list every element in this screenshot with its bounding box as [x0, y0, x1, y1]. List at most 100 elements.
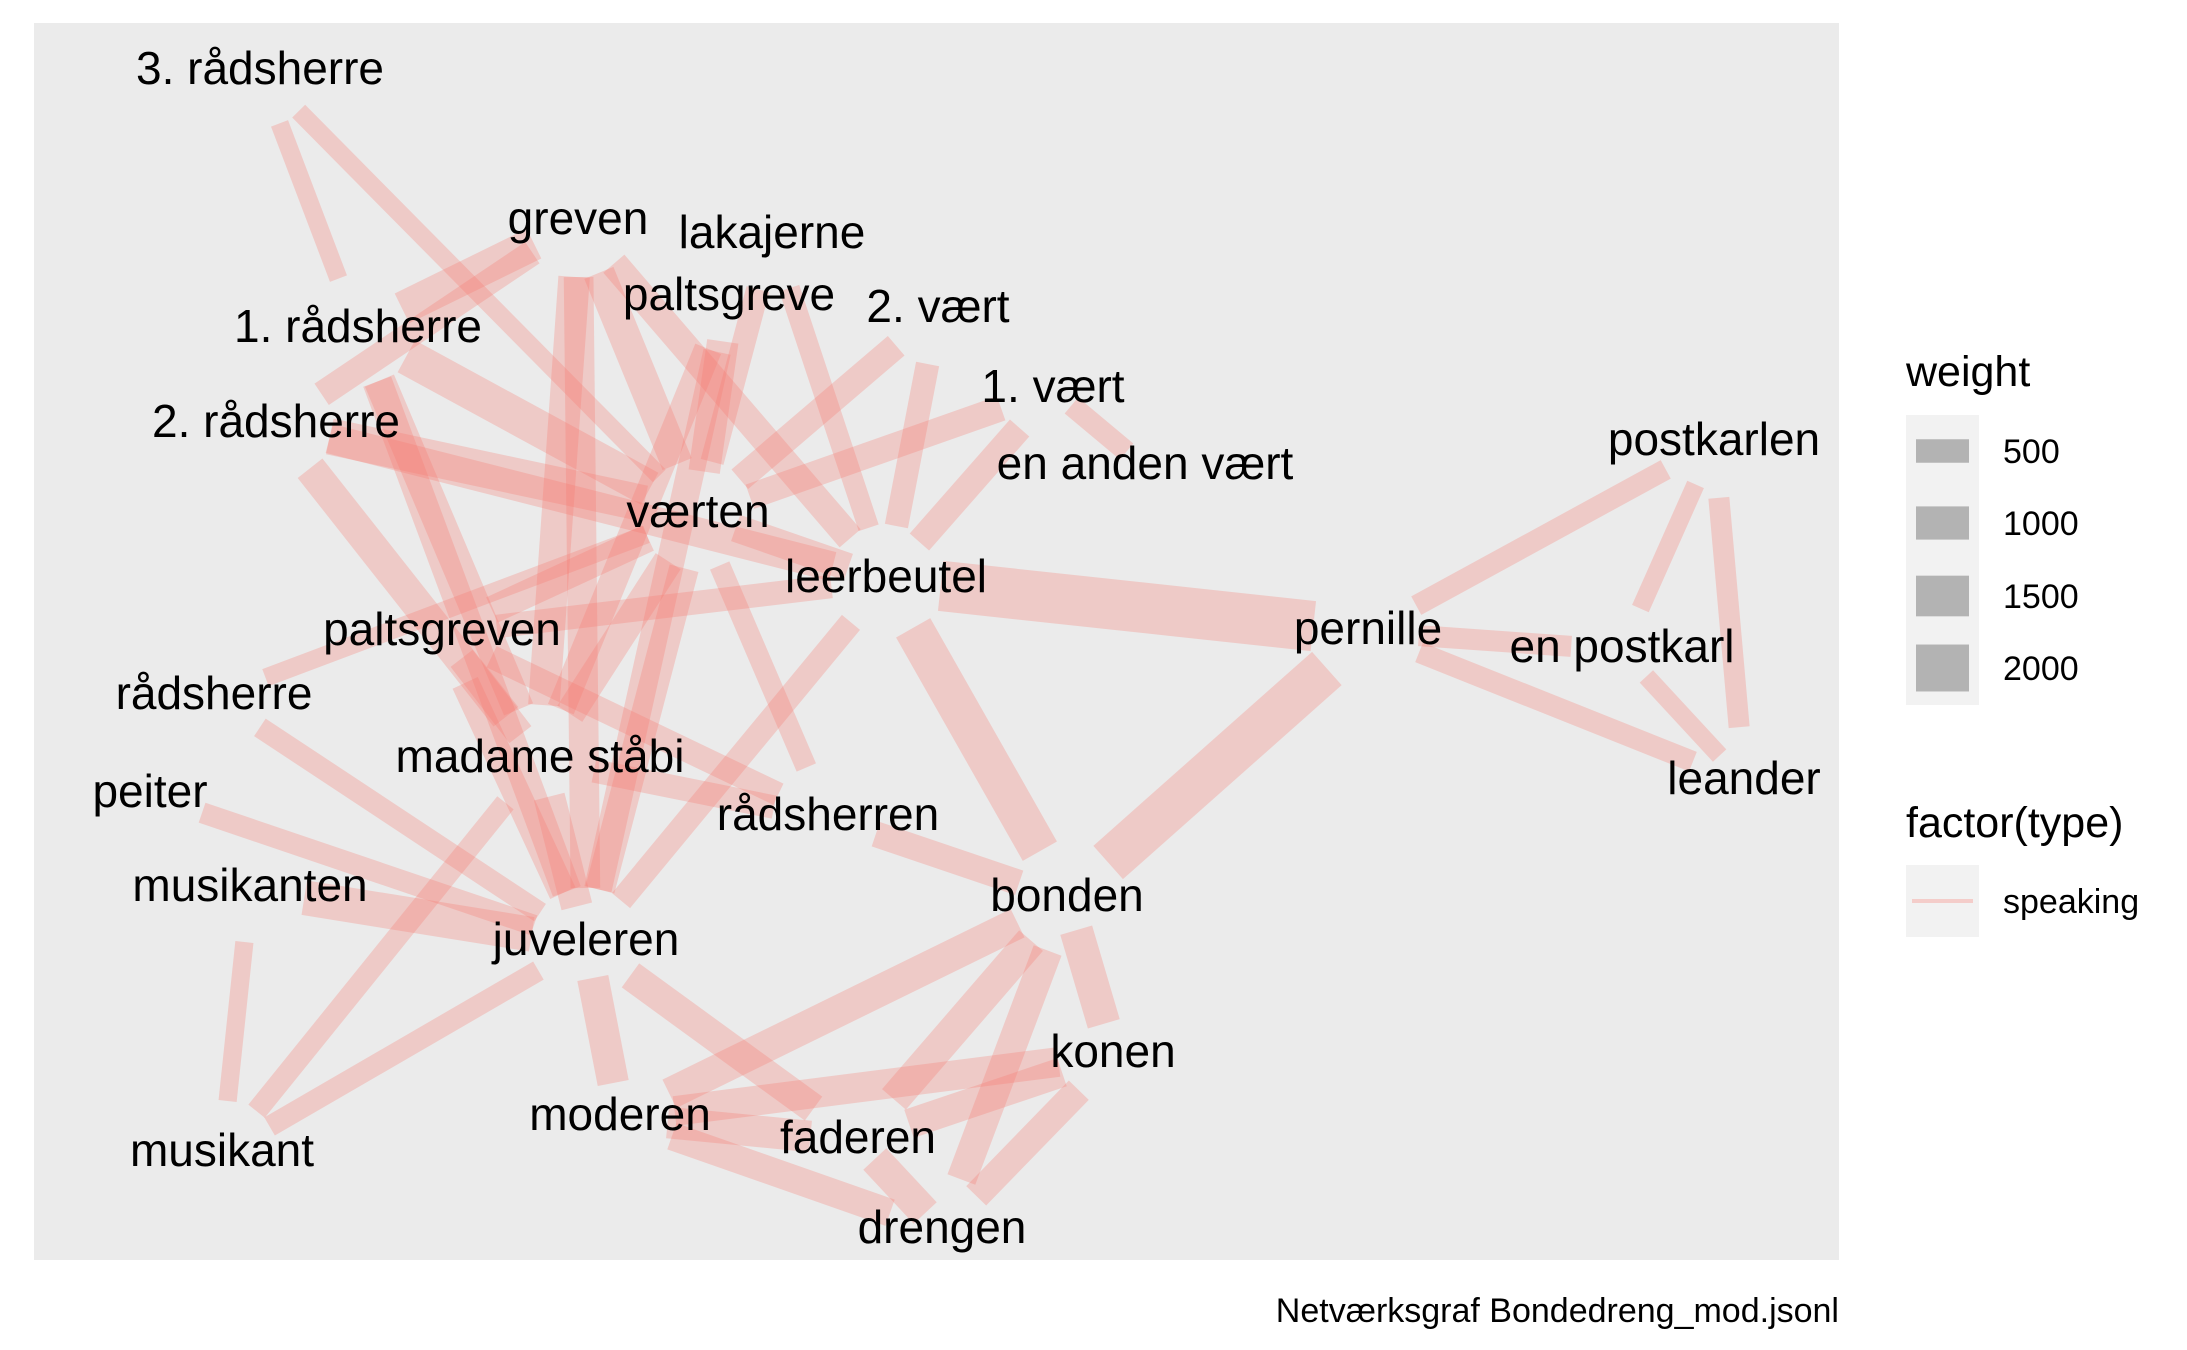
- edge-2-rådsherre-madame-ståbi: [297, 458, 519, 727]
- edge-en-postkarl-leander: [1639, 670, 1727, 762]
- edge-greven-værten: [584, 266, 692, 471]
- edge-værten-paltsgreven: [486, 525, 654, 623]
- edge-konen-faderen: [904, 1058, 1067, 1138]
- edge-drengen-konen: [966, 1080, 1089, 1206]
- legend-weight-key-1000: [1916, 506, 1969, 540]
- edge-værten-rådsherre: [262, 525, 650, 687]
- node-label-2-rådsherre: 2. rådsherre: [152, 395, 400, 447]
- legend-weight-keys: 500 1000 1500 2000: [1916, 433, 2079, 692]
- edge-1-rådsherre-værten: [397, 340, 659, 505]
- edge-paltsgreve-madame-ståbi: [547, 343, 722, 715]
- node-label-3-rådsherre: 3. rådsherre: [136, 42, 384, 94]
- edge-juveleren-faderen: [621, 963, 823, 1121]
- caption: Netværksgraf Bondedreng_mod.jsonl: [1276, 1292, 1839, 1330]
- edge-leerbeutel-juveleren: [611, 614, 861, 909]
- edge-greven-juveleren: [563, 276, 601, 889]
- edge-lakajerne-leerbeutel: [779, 284, 879, 532]
- legend-type-title: factor(type): [1906, 799, 2123, 847]
- edge-2-vært-værten: [731, 335, 905, 490]
- edge-værten-rådsherren: [710, 561, 816, 772]
- edge-2-vært-leerbeutel: [884, 361, 940, 529]
- node-label-layer: 3. rådsherre greven lakajerne paltsgreve 2. …: [92, 42, 1820, 1253]
- legend-weight-label-500: 500: [2003, 433, 2060, 471]
- node-label-faderen: faderen: [780, 1111, 936, 1163]
- edge-paltsgreven-juveleren: [452, 677, 576, 899]
- edge-faderen-drengen: [863, 1148, 937, 1224]
- edge-peiter-juveleren: [198, 802, 538, 936]
- edge-pernille-leander: [1415, 642, 1697, 772]
- edge-rådsherre-juveleren: [254, 718, 546, 922]
- edge-paltsgreven-rådsherren: [486, 646, 784, 805]
- legend-weight-key-1500: [1916, 575, 1969, 617]
- edge-bonden-moderen: [662, 909, 1025, 1108]
- edge-moderen-drengen: [667, 1123, 895, 1226]
- edge-1-rådsherre-madame-ståbi: [364, 374, 534, 716]
- node-label-paltsgreven: paltsgreven: [323, 603, 561, 655]
- edge-konen-moderen: [672, 1047, 1061, 1126]
- edge-2-rådsherre-leerbeutel: [325, 424, 837, 581]
- node-label-leander: leander: [1667, 752, 1820, 804]
- node-label-værten: værten: [626, 485, 769, 537]
- edge-leerbeutel-pernille: [937, 560, 1317, 652]
- edge-1-rådsherre-juveleren: [363, 376, 581, 897]
- node-label-moderen: moderen: [529, 1088, 711, 1140]
- edge-1-vært-leerbeutel: [909, 419, 1030, 551]
- edge-bonden-faderen: [882, 930, 1043, 1110]
- edge-postkarlen-en-postkarl: [1632, 480, 1704, 613]
- edge-musikant-madame-ståbi: [248, 796, 514, 1118]
- node-label-pernille: pernille: [1294, 602, 1442, 654]
- edge-juveleren-musikant: [264, 961, 544, 1136]
- edge-rådsherren-bonden: [871, 822, 1024, 895]
- node-label-madame-ståbi: madame ståbi: [396, 730, 685, 782]
- edge-bonden-drengen: [947, 945, 1062, 1185]
- edge-3-rådsherre-1-rådsherre: [271, 120, 347, 282]
- edge-leerbeutel-paltsgreven: [495, 574, 833, 639]
- node-label-postkarlen: postkarlen: [1608, 413, 1820, 465]
- node-label-en-postkarl: en postkarl: [1509, 620, 1734, 672]
- plot-panel: [34, 23, 1839, 1260]
- edge-3-rådsherre-værten: [292, 104, 666, 483]
- node-label-peiter: peiter: [92, 765, 207, 817]
- edge-juveleren-moderen: [577, 974, 629, 1087]
- node-label-greven: greven: [508, 192, 649, 244]
- legend-weight-label-1500: 1500: [2003, 578, 2079, 616]
- edge-musikanten-musikant: [218, 941, 254, 1102]
- node-label-musikanten: musikanten: [132, 859, 367, 911]
- edge-madame-ståbi-rådsherren: [591, 759, 777, 819]
- node-label-rådsherren: rådsherren: [717, 788, 939, 840]
- edge-layer: [198, 104, 1750, 1226]
- edge-juveleren-musikanten: [301, 880, 535, 952]
- edge-paltsgreve-juveleren: [584, 348, 731, 893]
- legend-type-bg: [1906, 865, 1979, 937]
- legend-weight-title: weight: [1905, 348, 2030, 396]
- edge-værten-leerbeutel: [731, 514, 853, 581]
- edge-leerbeutel-bonden: [896, 618, 1057, 861]
- edge-bonden-konen: [1060, 925, 1120, 1029]
- edge-2-rådsherre-greven: [314, 242, 540, 405]
- legend-weight-key-500: [1916, 439, 1969, 463]
- edge-paltsgreven-madame-ståbi: [450, 649, 532, 744]
- edge-pernille-bonden: [1093, 651, 1342, 880]
- node-label-1-vært: 1. vært: [981, 360, 1124, 412]
- node-label-leerbeutel: leerbeutel: [785, 550, 987, 602]
- edge-værten-madame-ståbi: [557, 553, 681, 722]
- edge-madame-ståbi-juveleren: [533, 792, 593, 911]
- edge-moderen-faderen: [666, 1106, 812, 1153]
- legend-weight-label-2000: 2000: [2003, 650, 2079, 688]
- node-label-paltsgreve: paltsgreve: [623, 268, 835, 320]
- node-label-lakajerne: lakajerne: [679, 206, 866, 258]
- edge-greven-madame-ståbi: [528, 275, 590, 707]
- node-label-juveleren: juveleren: [491, 913, 680, 965]
- node-label-bonden: bonden: [990, 869, 1144, 921]
- edge-paltsgreve-værten: [688, 339, 739, 474]
- edge-1-vært-en-anden-vært: [1064, 397, 1134, 460]
- node-label-en-anden-vært: en anden vært: [997, 437, 1294, 489]
- node-label-2-vært: 2. vært: [866, 280, 1009, 332]
- edge-postkarlen-leander: [1708, 496, 1750, 729]
- legend-weight-label-1000: 1000: [2003, 505, 2079, 543]
- edge-2-rådsherre-værten: [325, 418, 649, 522]
- edge-1-rådsherre-greven: [394, 228, 542, 324]
- edge-pernille-en-postkarl: [1418, 625, 1572, 657]
- node-label-1-rådsherre: 1. rådsherre: [234, 300, 482, 352]
